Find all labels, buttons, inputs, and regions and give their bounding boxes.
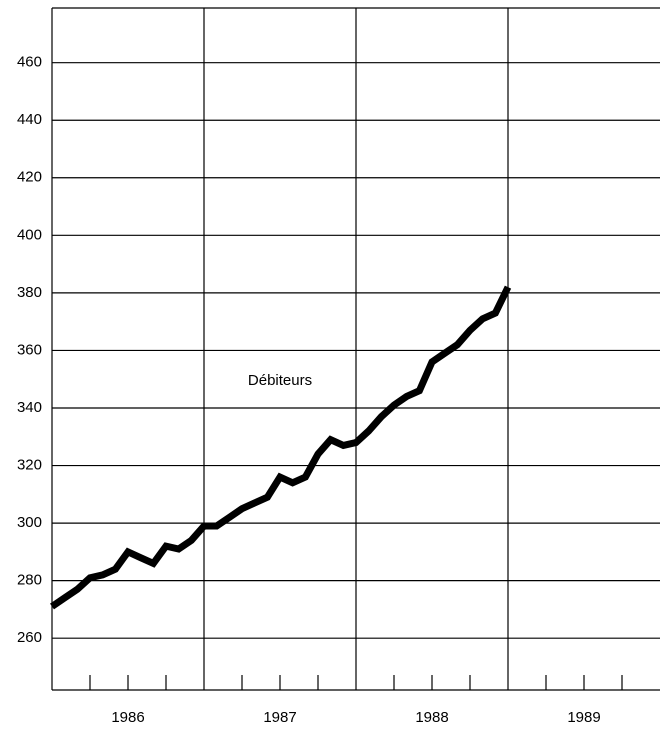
y-tick-label: 380 [17, 284, 42, 301]
x-tick-label: 1988 [415, 709, 448, 726]
y-tick-label: 440 [17, 111, 42, 128]
y-tick-label: 260 [17, 629, 42, 646]
y-tick-label: 340 [17, 399, 42, 416]
y-tick-label: 320 [17, 457, 42, 474]
y-tick-label: 300 [17, 514, 42, 531]
y-tick-label: 460 [17, 54, 42, 71]
y-tick-label: 360 [17, 341, 42, 358]
data-line [50, 285, 512, 610]
x-tick-label: 1989 [567, 709, 600, 726]
y-tick-label: 420 [17, 169, 42, 186]
series-label: Débiteurs [248, 372, 312, 389]
x-tick-label: 1986 [111, 709, 144, 726]
y-tick-label: 400 [17, 226, 42, 243]
x-tick-label: 1987 [263, 709, 296, 726]
y-tick-label: 280 [17, 572, 42, 589]
